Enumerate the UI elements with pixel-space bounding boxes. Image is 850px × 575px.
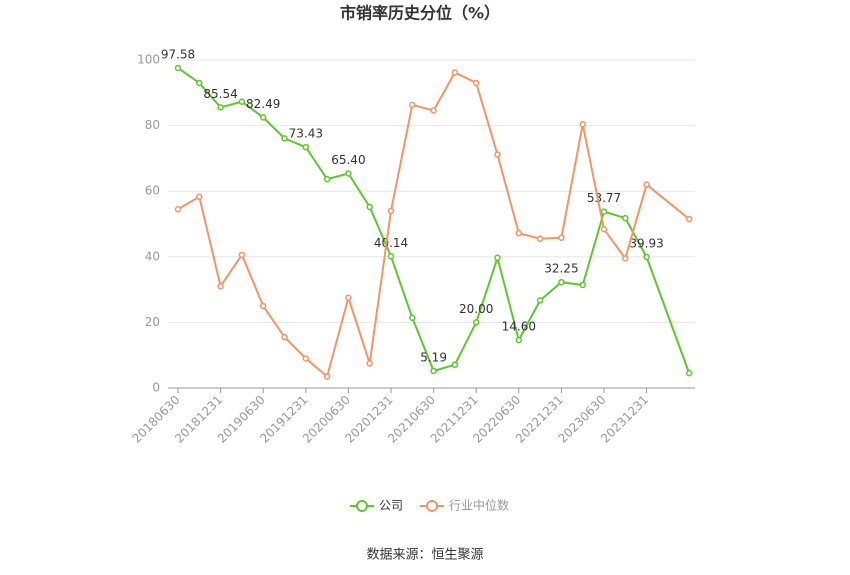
point xyxy=(238,98,246,105)
point xyxy=(622,255,629,262)
data-label: 39.93 xyxy=(629,237,663,251)
point xyxy=(430,367,437,375)
point xyxy=(579,281,586,289)
data-label: 20.00 xyxy=(459,302,493,316)
point xyxy=(238,251,246,259)
point xyxy=(323,175,331,183)
series-line xyxy=(177,71,690,379)
data-label: 53.77 xyxy=(587,191,621,205)
point xyxy=(558,278,565,286)
point xyxy=(600,225,608,233)
point xyxy=(409,101,416,109)
point xyxy=(323,373,331,380)
point xyxy=(281,135,288,142)
point xyxy=(494,254,501,262)
point xyxy=(174,64,182,72)
point xyxy=(387,207,395,215)
point xyxy=(196,193,203,201)
y-tick-label: 0 xyxy=(152,381,160,395)
source: 数据来源：恒生聚源 xyxy=(366,548,483,563)
point xyxy=(643,253,650,261)
chart-title: 市销率历史分位（%） xyxy=(340,4,500,23)
point xyxy=(558,234,565,242)
y-tick-label: 20 xyxy=(145,315,160,329)
series-line xyxy=(177,67,691,374)
point xyxy=(302,143,310,151)
point xyxy=(685,369,693,377)
point xyxy=(536,297,544,304)
point xyxy=(536,235,544,243)
point xyxy=(409,314,416,322)
point xyxy=(472,79,480,87)
data-label: 82.49 xyxy=(246,97,280,111)
point xyxy=(451,361,459,368)
point xyxy=(196,79,203,87)
point xyxy=(345,294,352,302)
y-tick-label: 60 xyxy=(145,184,160,198)
point xyxy=(430,107,437,114)
point xyxy=(217,104,224,111)
legend-marker xyxy=(426,500,438,512)
data-label: 65.40 xyxy=(331,153,365,167)
point xyxy=(579,121,586,128)
y-tick-label: 40 xyxy=(145,249,160,263)
point xyxy=(217,283,224,290)
point xyxy=(515,229,523,237)
point xyxy=(451,69,459,76)
point xyxy=(472,319,480,326)
legend-marker xyxy=(356,500,368,512)
point xyxy=(174,205,182,213)
point xyxy=(515,336,523,344)
y-tick-label: 100 xyxy=(137,53,160,67)
data-label: 40.14 xyxy=(374,236,408,250)
point xyxy=(387,253,395,260)
point xyxy=(345,170,352,177)
point xyxy=(281,333,288,341)
data-label: 32.25 xyxy=(544,262,578,276)
point xyxy=(366,360,373,367)
point xyxy=(685,215,693,223)
data-label: 73.43 xyxy=(289,127,323,141)
legend-label: 行业中位数 xyxy=(449,498,509,513)
point xyxy=(643,181,650,188)
data-label: 97.58 xyxy=(161,47,195,61)
point xyxy=(622,214,629,222)
point xyxy=(494,151,501,158)
point xyxy=(259,114,267,121)
data-label: 14.60 xyxy=(502,320,536,334)
data-label: 85.54 xyxy=(203,87,237,101)
point xyxy=(259,302,267,310)
point xyxy=(302,355,310,362)
legend-label: 公司 xyxy=(379,499,403,513)
y-tick-label: 80 xyxy=(145,118,160,132)
point xyxy=(366,203,373,211)
data-label: 5.19 xyxy=(420,350,447,364)
point xyxy=(600,208,608,215)
